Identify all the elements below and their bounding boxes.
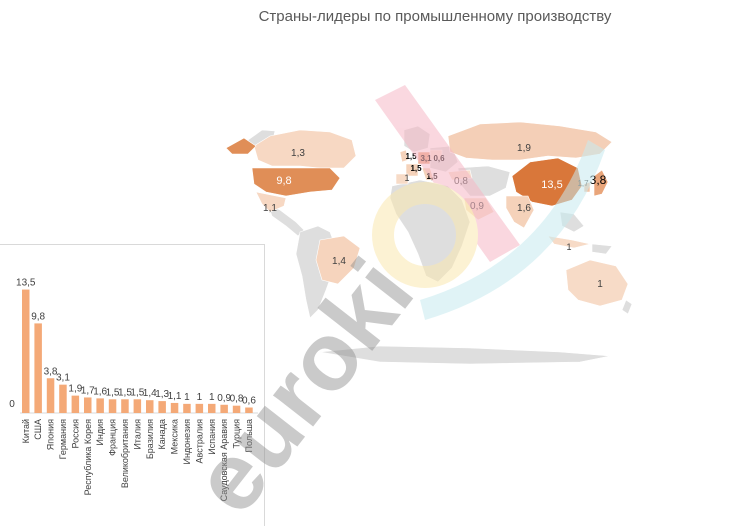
bar-chart-panel: 0 13,5 Китай 9,8 США 3,8 Япония 3,1 Германия 1,9… — [0, 244, 265, 526]
bar-value-label: 1,3 — [155, 389, 169, 400]
region-canada — [253, 129, 357, 169]
bar-value-label: 1,6 — [93, 386, 107, 397]
map-label-germany: 3,1 — [420, 154, 432, 163]
bar — [71, 395, 80, 413]
bar-category-label: Саудовская Аравия — [219, 419, 229, 501]
bar — [34, 323, 42, 413]
bar-category-label: Италия — [132, 419, 142, 450]
bar-category-label: Германия — [58, 419, 68, 459]
chart-title: Страны-лидеры по промышленному производс… — [258, 8, 612, 25]
map-label-uk: 1,5 — [405, 152, 417, 161]
map-label-spain: 1 — [404, 173, 409, 183]
map-label-italy: 1,5 — [426, 172, 438, 181]
bar-zero-label: 0 — [9, 399, 15, 410]
bar-value-label: 9,8 — [31, 311, 45, 322]
bar-category-label: Великобритания — [120, 419, 130, 488]
bar — [208, 403, 216, 413]
map-label-japan: 3,8 — [590, 173, 607, 187]
bar-value-label: 3,1 — [56, 373, 70, 384]
bar-value-label: 13,5 — [16, 278, 36, 289]
bar-category-label: Австралия — [194, 419, 204, 464]
map-label-usa: 9,8 — [276, 175, 291, 187]
bar-value-label: 0,6 — [242, 396, 256, 407]
bars-group: 13,5 Китай 9,8 США 3,8 Япония 3,1 Германия 1,9 Ро… — [16, 278, 256, 502]
bar — [183, 403, 191, 413]
region-usa — [251, 167, 341, 197]
map-label-russia: 1,9 — [517, 143, 531, 154]
bar-category-label: Испания — [207, 419, 217, 455]
bar-category-label: Республика Корея — [83, 419, 93, 496]
bar — [46, 378, 55, 413]
bar-value-label: 1,5 — [130, 387, 144, 398]
region-brazil — [315, 235, 361, 285]
map-label-korea: 1,7 — [577, 179, 589, 188]
bar-value-label: 1 — [184, 392, 190, 403]
bar — [133, 399, 142, 413]
bar-category-label: Мексика — [170, 419, 180, 454]
bar-value-label: 1 — [209, 392, 215, 403]
bar-value-label: 3,8 — [44, 366, 58, 377]
map-label-turkey: 0,8 — [454, 176, 468, 187]
map-label-china: 13,5 — [541, 179, 562, 191]
map-label-brazil: 1,4 — [332, 256, 346, 267]
bar — [121, 399, 129, 413]
bar — [158, 401, 166, 413]
bar-value-label: 1 — [197, 392, 203, 403]
bar-value-label: 1,4 — [143, 388, 157, 399]
region-mexico — [255, 191, 287, 213]
bar — [108, 399, 117, 413]
bar — [84, 397, 92, 413]
bar-category-label: Польша — [244, 419, 254, 452]
bar-category-label: Бразилия — [145, 419, 155, 459]
bar-category-label: Россия — [70, 419, 80, 449]
map-label-saudi: 0,9 — [470, 201, 484, 212]
bar-value-label: 1,1 — [168, 391, 182, 402]
bar-value-label: 1,5 — [118, 387, 132, 398]
map-label-france: 1,5 — [410, 164, 422, 173]
bar-category-label: Турция — [232, 419, 242, 449]
map-label-poland: 0,6 — [433, 154, 445, 163]
bar — [146, 400, 154, 413]
bar-category-label: Канада — [157, 419, 167, 449]
region-alaska — [225, 137, 257, 155]
map-label-canada: 1,3 — [291, 148, 305, 159]
map-label-india: 1,6 — [517, 203, 531, 214]
bar — [245, 407, 253, 413]
bar — [195, 403, 204, 413]
bar — [220, 404, 228, 413]
bar-category-label: Индия — [95, 419, 105, 446]
bar-chart: 0 13,5 Китай 9,8 США 3,8 Япония 3,1 Германия 1,9… — [9, 278, 258, 502]
bar — [59, 384, 67, 413]
region-russia — [447, 121, 613, 161]
bar-value-label: 1,9 — [68, 384, 82, 395]
bar-value-label: 0,8 — [230, 394, 244, 405]
bar — [232, 405, 241, 413]
map-label-indonesia: 1 — [566, 242, 571, 252]
bar-value-label: 0,9 — [217, 393, 231, 404]
map-label-australia: 1 — [597, 279, 603, 290]
bar-category-label: США — [33, 419, 43, 440]
bar — [170, 402, 179, 413]
bar-category-label: Япония — [46, 419, 56, 450]
bar-value-label: 1,7 — [81, 385, 95, 396]
bar-category-label: Индонезия — [182, 419, 192, 465]
bar-category-label: Китай — [21, 419, 31, 443]
bar-category-label: Франция — [108, 419, 118, 456]
bar — [22, 289, 30, 413]
map-label-mexico: 1,1 — [263, 203, 277, 214]
bar — [96, 398, 104, 413]
bar-value-label: 1,5 — [106, 387, 120, 398]
